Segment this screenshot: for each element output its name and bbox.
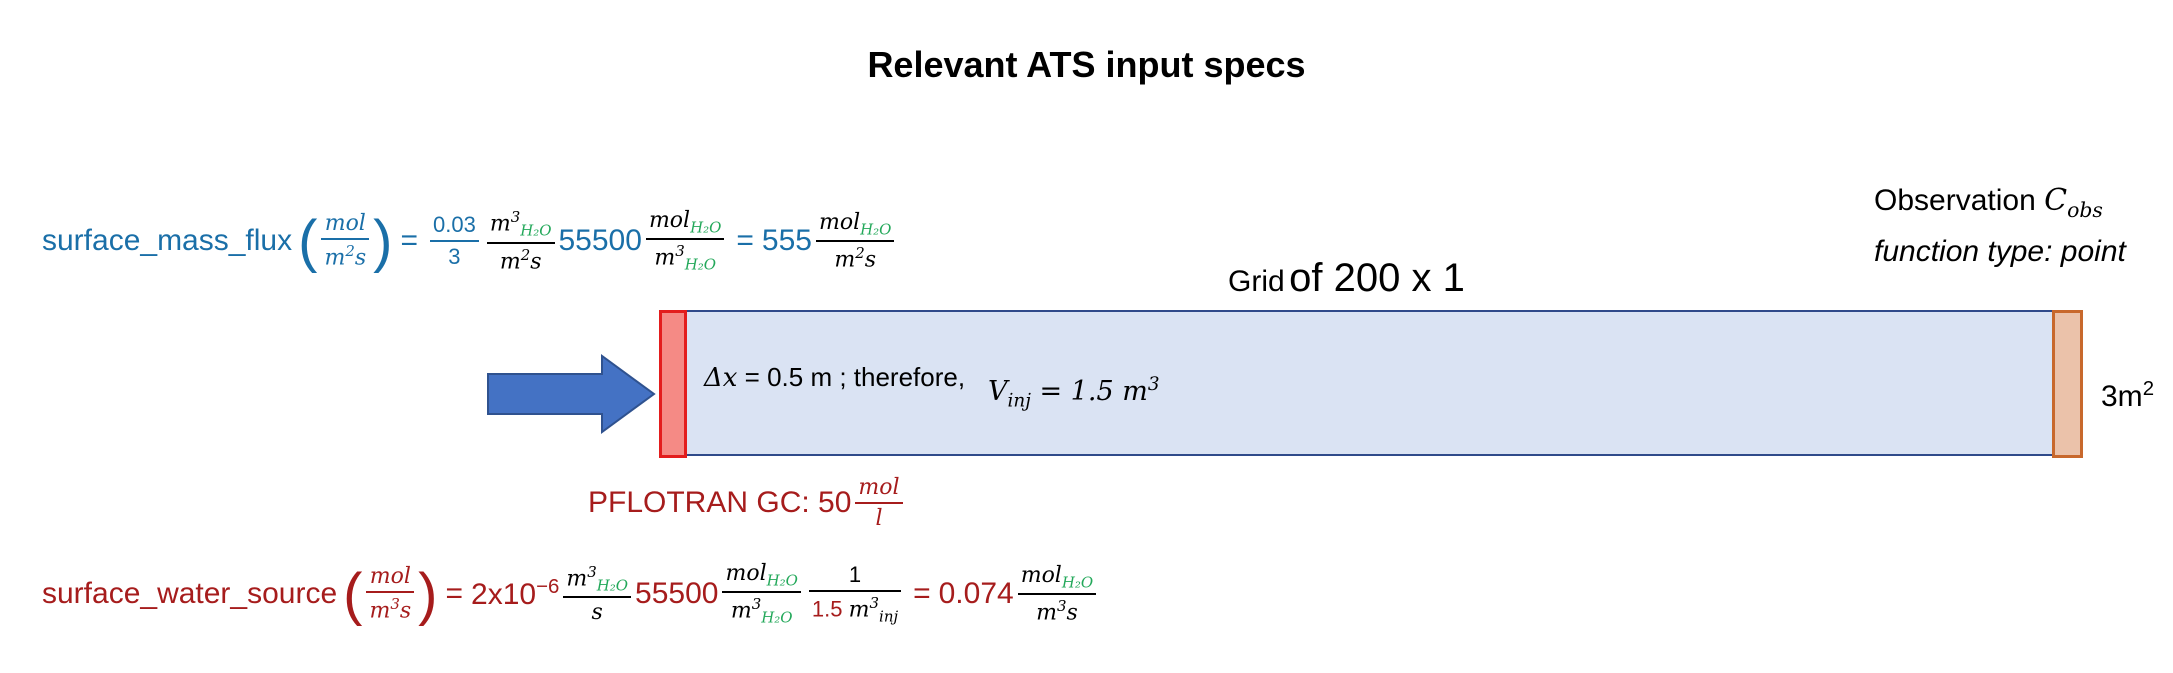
surface-mass-flux-equation: surface_mass_flux ( mol m2s ) = 0.03 3 m…: [42, 198, 898, 284]
surface-mass-flux-label: surface_mass_flux: [42, 224, 293, 257]
grid-domain: [684, 310, 2056, 456]
pflotran-concentration: PFLOTRAN GC: 50 mol l: [588, 468, 907, 538]
flow-rate-coefficient: 2x10−6: [471, 576, 560, 611]
flux-ratio-fraction: 0.03 3: [429, 212, 479, 270]
result-unit-fraction: molH₂O m3s: [1017, 563, 1097, 625]
injection-cell: [659, 310, 687, 458]
injection-volume-text: Vinj = 1.5 m3: [988, 374, 1160, 412]
equals-sign: =: [736, 224, 754, 257]
observation-cell: [2052, 310, 2083, 458]
injection-volume-fraction: 1 1.5 m3inj: [808, 562, 902, 626]
surface-water-source-equation: surface_water_source ( mol m3s ) = 2x10−…: [42, 550, 1100, 638]
volume-rate-fraction: m3H₂O m2s: [486, 208, 555, 274]
molar-density-fraction: molH₂O m3H₂O: [645, 208, 725, 274]
grid-spacing-text: Δx = 0.5 m ; therefore,: [704, 362, 966, 393]
diagram-title: Relevant ATS input specs: [867, 44, 1306, 85]
right-paren: ): [418, 561, 438, 627]
left-paren: (: [298, 208, 318, 274]
left-paren: (: [343, 561, 363, 627]
equals-sign: =: [913, 577, 931, 610]
equals-sign: =: [445, 577, 464, 610]
mass-flux-result: 555: [761, 224, 812, 257]
right-paren: ): [373, 208, 393, 274]
molar-density-fraction: molH₂O m3H₂O: [722, 561, 801, 627]
water-density-coefficient: 55500: [635, 577, 719, 610]
water-source-unit-fraction: mol m3s: [366, 564, 415, 624]
volume-rate-fraction: m3H₂O s: [563, 563, 632, 625]
result-unit-fraction: molH₂O m2s: [815, 210, 895, 272]
surface-water-source-label: surface_water_source: [42, 577, 338, 610]
observation-label: Observation Cobs function type: point: [1874, 183, 2126, 268]
water-density-coefficient: 55500: [558, 224, 642, 257]
mass-flux-unit-fraction: mol m2s: [321, 211, 370, 271]
cross-section-area-label: 3m2: [2101, 378, 2155, 413]
equals-sign: =: [400, 224, 418, 257]
pflotran-unit-fraction: mol l: [855, 475, 903, 531]
grid-label: Grid of 200 x 1: [1228, 256, 1465, 300]
inflow-arrow-icon: [487, 354, 656, 434]
water-source-result: 0.074: [938, 577, 1014, 610]
